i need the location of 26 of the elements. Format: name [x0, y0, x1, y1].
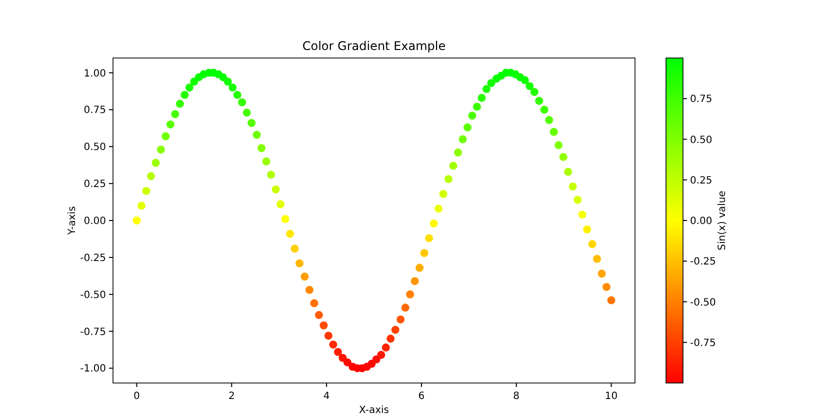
color-bar-title: Sin(x) value [717, 190, 728, 250]
y-tick-label: 0.25 [84, 179, 106, 190]
y-tick-label: 0.50 [84, 142, 106, 154]
color-bar-label: -0.75 [690, 338, 716, 349]
color-bar-label: -0.50 [690, 297, 716, 308]
color-bar-label: 0.25 [690, 175, 712, 186]
chart-title: Color Gradient Example [302, 39, 446, 53]
color-bar-label: 0.00 [690, 216, 712, 227]
x-tick-label: 10 [604, 391, 618, 402]
x-tick-label: 0 [134, 391, 140, 402]
color-bar-label: -0.25 [690, 256, 716, 268]
color-bar-label: 0.50 [690, 134, 712, 146]
y-tick-label: -0.50 [80, 290, 106, 301]
y-tick-label: -1.00 [80, 364, 106, 375]
y-tick-label: 0.75 [84, 105, 106, 116]
x-tick-label: 6 [418, 391, 425, 402]
x-tick-label: 2 [228, 391, 235, 402]
y-tick-label: -0.25 [80, 252, 106, 264]
x-tick-label: 8 [513, 391, 520, 402]
x-axis-title: X-axis [359, 405, 389, 416]
y-tick-label: 1.00 [84, 68, 106, 80]
x-tick-label: 4 [323, 391, 330, 402]
y-tick-label: 0.00 [84, 216, 106, 227]
y-tick-label: -0.75 [80, 326, 106, 338]
y-axis-title: Y-axis [67, 206, 78, 236]
color-bar-label: 0.75 [690, 94, 712, 106]
